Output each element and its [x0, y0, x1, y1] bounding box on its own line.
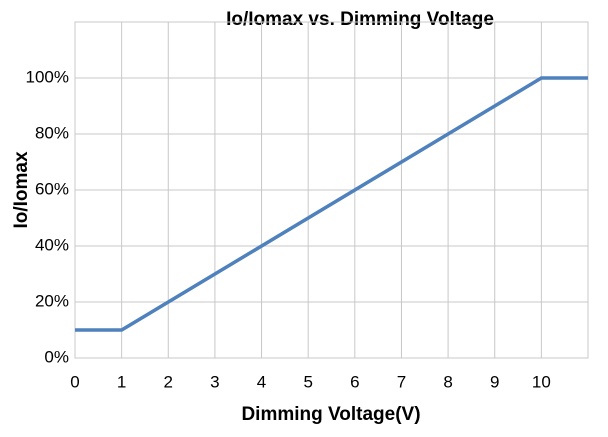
- y-tick-label: 40%: [35, 235, 69, 254]
- y-tick-label: 0%: [44, 347, 69, 366]
- y-tick-label: 20%: [35, 291, 69, 310]
- x-tick-label: 7: [397, 372, 406, 391]
- x-tick-label: 1: [117, 372, 126, 391]
- x-tick-label: 3: [210, 372, 219, 391]
- x-tick-label: 9: [490, 372, 499, 391]
- y-tick-label: 60%: [35, 179, 69, 198]
- y-tick-label: 80%: [35, 123, 69, 142]
- x-tick-label: 0: [70, 372, 79, 391]
- x-tick-label: 10: [532, 372, 551, 391]
- x-tick-label: 5: [303, 372, 312, 391]
- x-tick-label: 4: [257, 372, 266, 391]
- x-axis-title: Dimming Voltage(V): [241, 404, 420, 425]
- data-line: [75, 76, 588, 332]
- x-tick-label: 2: [164, 372, 173, 391]
- y-axis-title: Io/Iomax: [11, 151, 32, 229]
- x-tick-label: 8: [443, 372, 452, 391]
- x-tick-label: 6: [350, 372, 359, 391]
- chart-title: Io/Iomax vs. Dimming Voltage: [226, 9, 494, 30]
- y-tick-label: 100%: [26, 67, 69, 86]
